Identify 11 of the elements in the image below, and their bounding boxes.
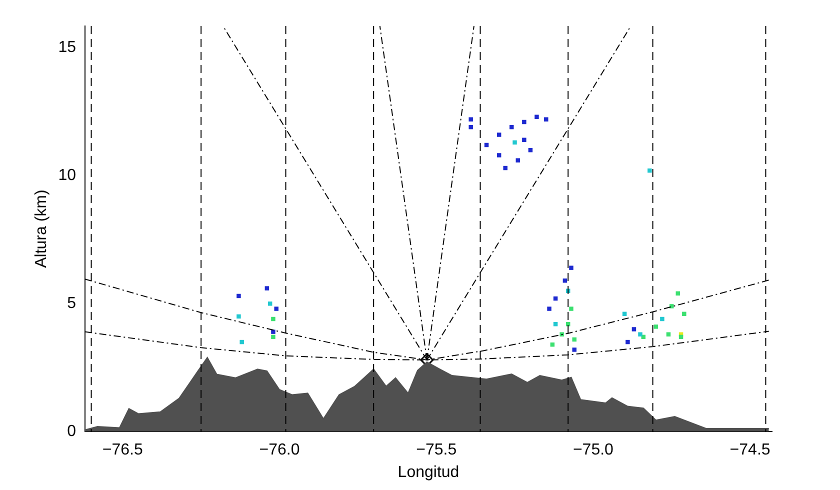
x-axis-title: Longitud: [398, 464, 460, 481]
y-tick-label: 10: [58, 167, 76, 184]
y-axis-title: Altura (km): [33, 190, 50, 268]
x-tick-label: −75.0: [572, 442, 614, 459]
x-tick-label: −75.5: [416, 442, 457, 459]
y-tick-label: 15: [58, 39, 76, 56]
x-tick-label: −74.5: [730, 442, 770, 459]
y-tick-label: 5: [67, 295, 76, 312]
x-tick-label: −76.0: [259, 442, 300, 459]
y-tick-label: 0: [67, 423, 76, 440]
x-tick-label: −76.5: [102, 442, 143, 459]
